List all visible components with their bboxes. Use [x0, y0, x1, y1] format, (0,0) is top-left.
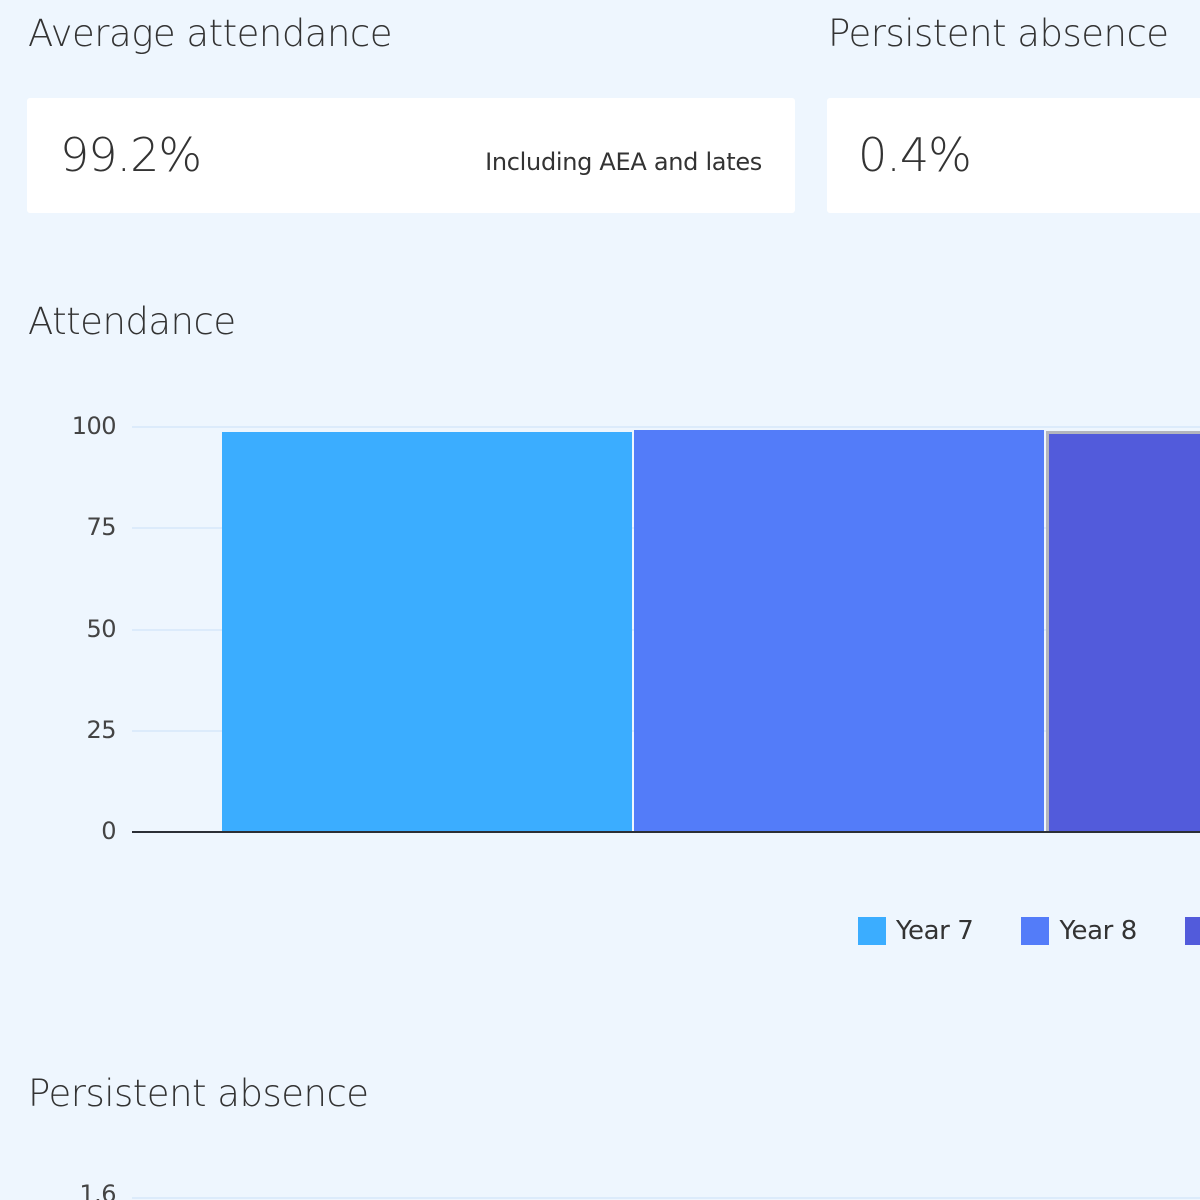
average-attendance-card: 99.2% Including AEA and lates: [27, 98, 795, 213]
persistent-absence-chart-title: Persistent absence: [28, 1072, 369, 1115]
persistent-absence-card: 0.4%: [827, 98, 1200, 213]
legend-swatch-icon: [1184, 917, 1200, 945]
chart-legend: Year 7 Year 8 Year 9: [858, 916, 1200, 946]
y-tick-label: 50: [86, 614, 116, 643]
persistent-absence-kpi-title: Persistent absence: [828, 12, 1169, 55]
persistent-absence-value: 0.4%: [858, 128, 972, 182]
y-tick-label: 0: [101, 817, 116, 845]
legend-item-year-9[interactable]: Year 9: [1184, 916, 1200, 946]
bar-year-9[interactable]: [1046, 431, 1200, 832]
y-tick-label: 75: [86, 513, 116, 542]
gridline: [132, 426, 1200, 428]
bar-year-8[interactable]: [634, 429, 1044, 832]
attendance-chart-title: Attendance: [28, 300, 236, 343]
bar-year-7[interactable]: [222, 431, 632, 832]
legend-label: Year 8: [1059, 916, 1137, 946]
average-attendance-value: 99.2%: [60, 128, 202, 182]
legend-item-year-8[interactable]: Year 8: [1021, 916, 1137, 946]
x-axis-line: [132, 831, 1200, 833]
legend-swatch-icon: [1021, 917, 1050, 945]
legend-label: Year 7: [896, 916, 974, 946]
legend-item-year-7[interactable]: Year 7: [858, 916, 974, 946]
legend-swatch-icon: [858, 917, 886, 945]
y-tick-label: 100: [71, 412, 117, 440]
average-attendance-title: Average attendance: [28, 12, 393, 55]
gridline: [132, 1197, 1200, 1199]
y-tick-label: 25: [86, 715, 116, 744]
average-attendance-note: Including AEA and lates: [485, 148, 762, 176]
y-tick-label: 1.6: [79, 1180, 116, 1200]
